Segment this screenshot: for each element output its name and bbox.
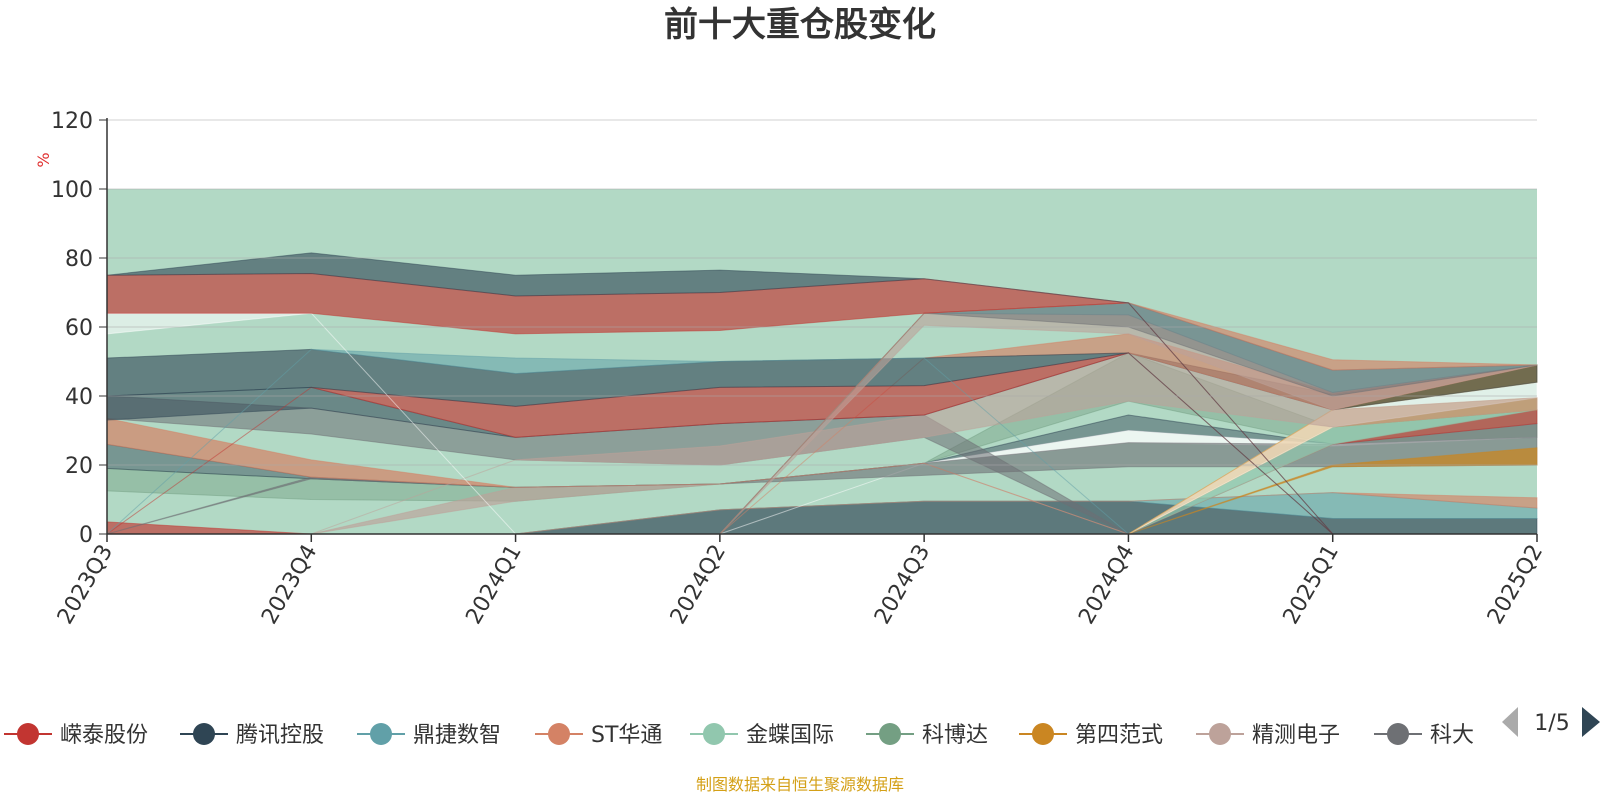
legend-page-indicator: 1/5 (1534, 711, 1569, 736)
legend-marker-icon (17, 723, 39, 745)
y-tick-label: 100 (51, 178, 93, 203)
axes (106, 118, 1537, 535)
legend-marker-icon (703, 723, 725, 745)
legend-marker-icon (193, 723, 215, 745)
source-note: 制图数据来自恒生聚源数据库 (696, 775, 904, 794)
x-tick-label: 2025Q2 (1483, 541, 1548, 629)
legend-label: 第四范式 (1075, 723, 1163, 748)
legend-item[interactable]: 第四范式 (1019, 723, 1163, 748)
x-tick-label: 2024Q4 (1074, 541, 1139, 629)
y-tick-label: 80 (65, 247, 93, 272)
legend-label: 金蝶国际 (746, 723, 834, 748)
legend-item[interactable]: 嵘泰股份 (4, 723, 148, 748)
chart-title: 前十大重仓股变化 (664, 5, 936, 45)
legend-label: 精测电子 (1252, 723, 1340, 748)
x-tick-label: 2023Q3 (53, 541, 118, 629)
y-axis-unit-label: % (34, 152, 53, 167)
y-tick-labels: 0 20 40 60 80 100 120 (51, 109, 93, 548)
legend-item[interactable]: 科博达 (866, 723, 988, 748)
y-tick-label: 20 (65, 454, 93, 479)
grid-lines (99, 119, 1537, 535)
x-tick-label: 2024Q1 (461, 541, 526, 629)
x-tick-label: 2024Q3 (870, 541, 935, 629)
legend-marker-icon (879, 723, 901, 745)
legend-marker-icon (1387, 723, 1409, 745)
x-tick-label: 2023Q4 (257, 541, 322, 629)
legend-item[interactable]: 鼎捷数智 (357, 723, 501, 748)
legend-marker-icon (1032, 723, 1054, 745)
area-band-29 (106, 252, 1537, 535)
y-tick-label: 40 (65, 385, 93, 410)
legend-item[interactable]: ST华通 (535, 723, 662, 748)
legend-item[interactable]: 金蝶国际 (690, 723, 834, 748)
legend-label: 嵘泰股份 (60, 723, 148, 748)
legend[interactable]: 嵘泰股份 腾讯控股 鼎捷数智 ST华通 金蝶国际 科博达 第四范式 精测电子 科大 (4, 723, 1474, 748)
y-tick-label: 120 (51, 109, 93, 134)
legend-item[interactable]: 科大 (1374, 723, 1474, 748)
x-tick-label: 2025Q1 (1279, 541, 1344, 629)
legend-label: 鼎捷数智 (413, 723, 501, 748)
legend-label: 腾讯控股 (236, 723, 324, 748)
legend-item[interactable]: 腾讯控股 (180, 723, 324, 748)
legend-label: ST华通 (591, 723, 662, 748)
legend-label: 科博达 (922, 723, 988, 748)
legend-marker-icon (370, 723, 392, 745)
y-tick-label: 0 (79, 523, 93, 548)
legend-marker-icon (548, 723, 570, 745)
area-band-3 (107, 492, 1538, 535)
triangle-left-icon[interactable] (1502, 707, 1518, 737)
legend-label: 科大 (1430, 723, 1474, 748)
legend-item[interactable]: 精测电子 (1196, 723, 1340, 748)
y-tick-label: 60 (65, 316, 93, 341)
x-tick-label: 2024Q2 (666, 541, 731, 629)
triangle-right-icon[interactable] (1582, 707, 1600, 737)
legend-marker-icon (1209, 723, 1231, 745)
area-band-22 (106, 348, 1537, 535)
x-tick-labels: 2023Q3 2023Q4 2024Q1 2024Q2 2024Q3 2024Q4 2025… (53, 534, 1548, 629)
